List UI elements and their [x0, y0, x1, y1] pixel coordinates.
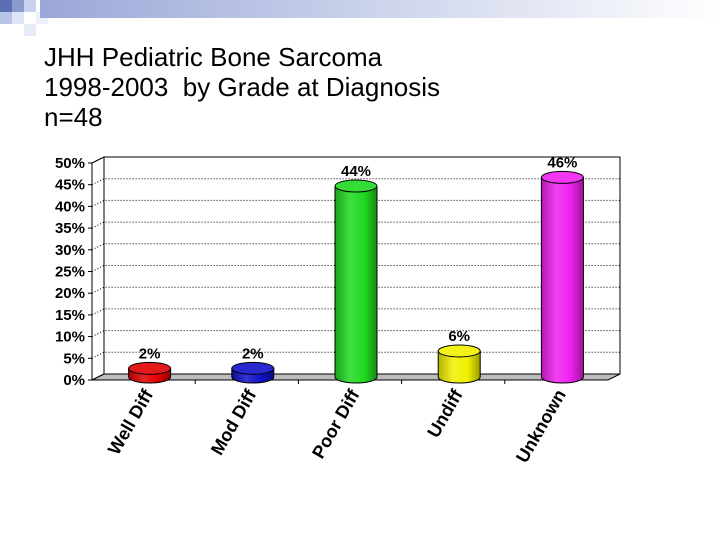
y-tick-label: 50%	[55, 155, 85, 172]
gridline	[91, 330, 620, 338]
data-label: 2%	[139, 345, 161, 362]
title-line-2: 1998-2003 by Grade at Diagnosis	[44, 72, 441, 102]
decorative-squares	[0, 0, 720, 36]
y-tick-label: 40%	[55, 198, 85, 215]
y-tick-label: 25%	[55, 264, 85, 281]
slide-title: JHH Pediatric Bone Sarcoma 1998-2003 by …	[44, 42, 440, 132]
gridline	[91, 156, 620, 164]
bar-top	[334, 179, 378, 193]
y-tick-label: 35%	[55, 220, 85, 237]
title-line-1: JHH Pediatric Bone Sarcoma	[44, 42, 383, 72]
category-label: Undiff	[423, 385, 467, 441]
gridline	[91, 243, 620, 251]
data-label: 46%	[547, 154, 577, 171]
gridline	[91, 286, 620, 294]
bar-top	[540, 170, 584, 184]
gridline	[91, 308, 620, 316]
category-label: Poor Diff	[308, 385, 364, 462]
bar-top	[437, 344, 481, 358]
data-label: 2%	[242, 345, 264, 362]
y-tick-label: 30%	[55, 242, 85, 259]
category-label: Well Diff	[104, 385, 158, 458]
gridline	[91, 199, 620, 207]
y-tick-label: 15%	[55, 307, 85, 324]
y-tick-label: 10%	[55, 329, 85, 346]
bar-undiff	[437, 350, 481, 384]
data-label: 6%	[448, 328, 470, 345]
category-label: Mod Diff	[207, 385, 261, 458]
bar-poor-diff	[334, 185, 378, 384]
data-label: 44%	[341, 163, 371, 180]
bar-top	[128, 361, 172, 375]
gridline	[91, 178, 620, 186]
gridline	[91, 221, 620, 229]
title-line-3: n=48	[44, 102, 103, 132]
y-tick-label: 45%	[55, 177, 85, 194]
y-tick-label: 5%	[63, 350, 85, 367]
y-tick-label: 20%	[55, 285, 85, 302]
bar-unknown	[540, 176, 584, 384]
y-tick-label: 0%	[63, 372, 85, 389]
category-label: Unknown	[512, 386, 570, 466]
bar-top	[231, 361, 275, 375]
gridline	[91, 265, 620, 272]
